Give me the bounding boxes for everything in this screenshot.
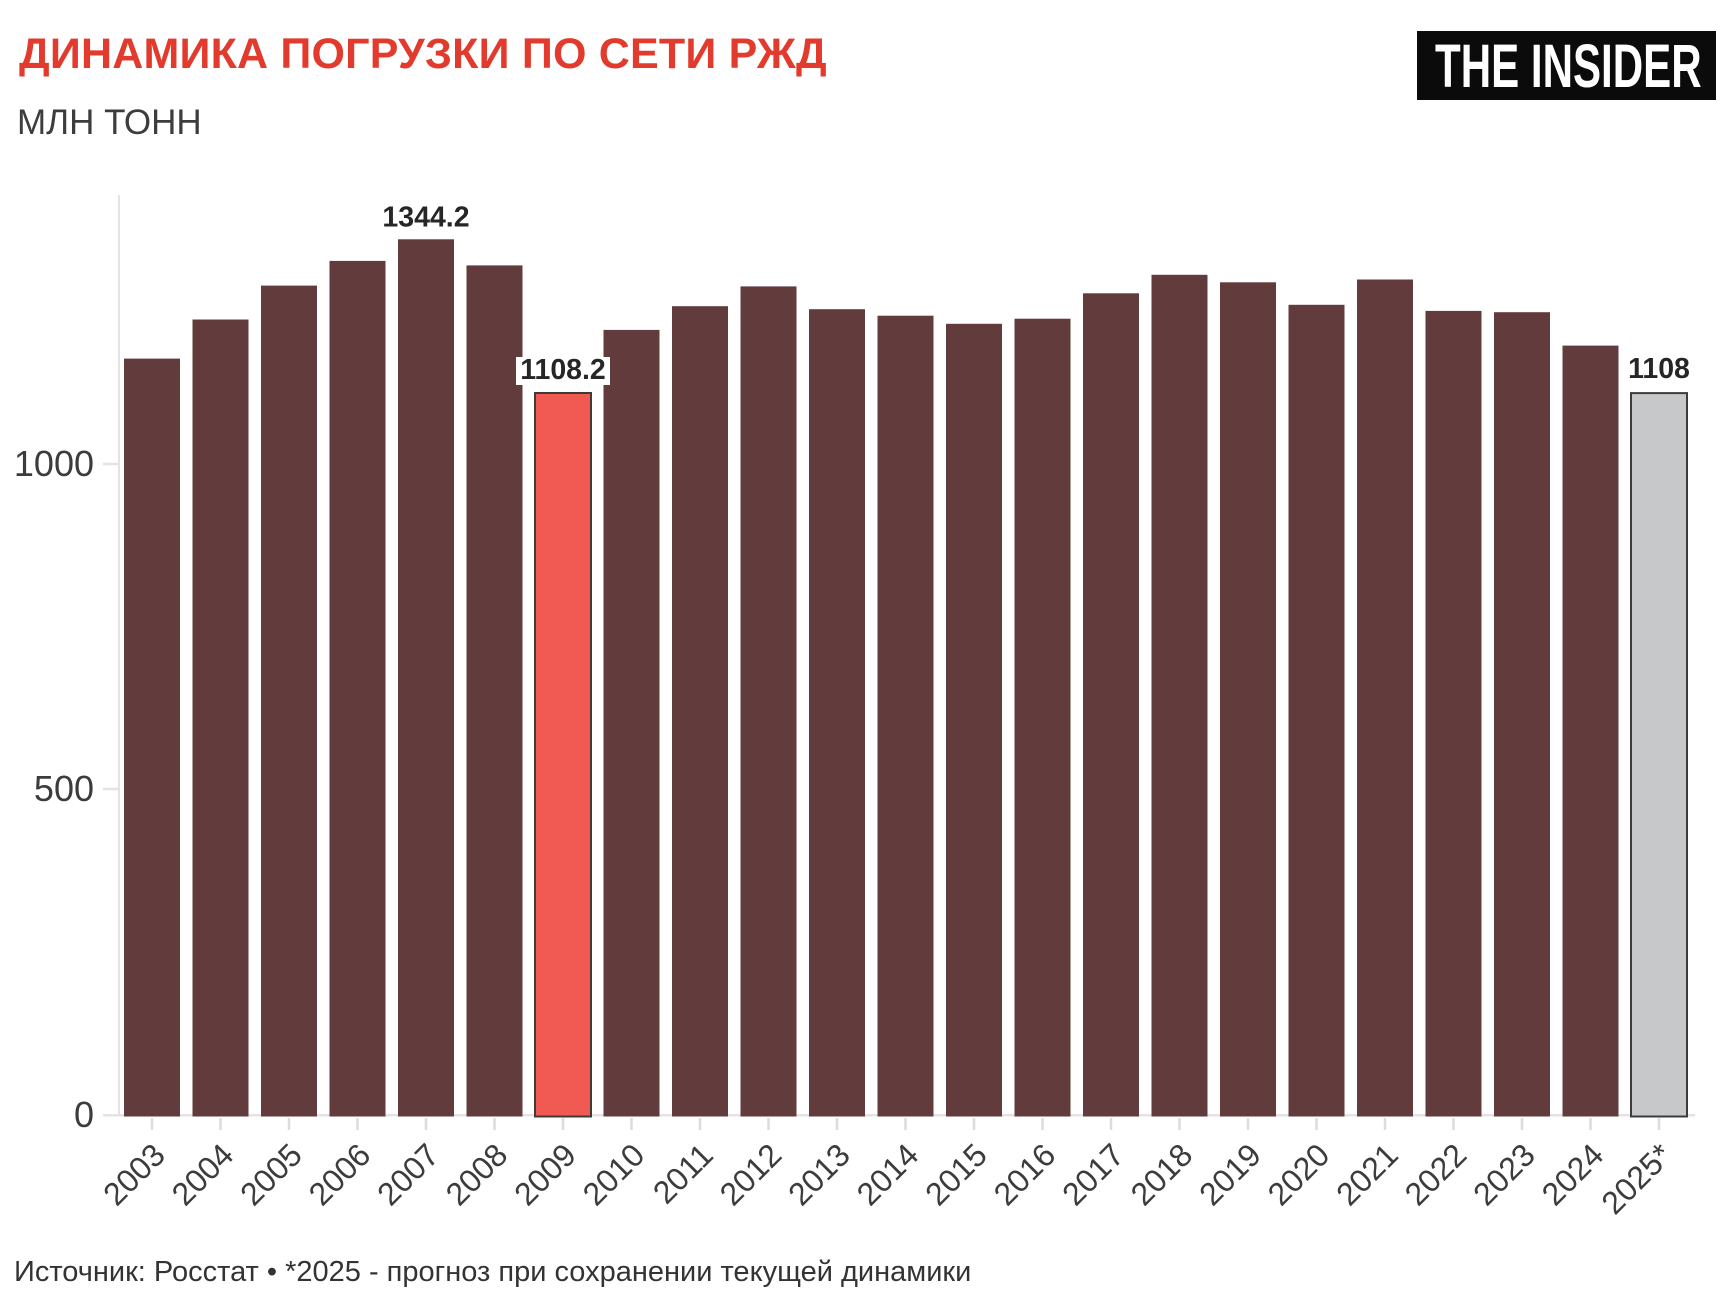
svg-text:2015: 2015 <box>918 1136 994 1212</box>
svg-text:2023: 2023 <box>1466 1136 1542 1212</box>
svg-text:1000: 1000 <box>14 443 94 484</box>
svg-text:2007: 2007 <box>370 1136 446 1212</box>
svg-text:2004: 2004 <box>165 1136 241 1212</box>
svg-text:1108: 1108 <box>1628 353 1690 385</box>
svg-text:500: 500 <box>34 768 94 809</box>
svg-text:1344.2: 1344.2 <box>382 201 469 233</box>
svg-text:2014: 2014 <box>850 1136 926 1212</box>
svg-text:2005: 2005 <box>233 1136 309 1212</box>
svg-text:2018: 2018 <box>1124 1136 1200 1212</box>
svg-text:2009: 2009 <box>507 1136 583 1212</box>
svg-text:2021: 2021 <box>1329 1136 1405 1212</box>
svg-text:2019: 2019 <box>1192 1136 1268 1212</box>
svg-text:2006: 2006 <box>302 1136 378 1212</box>
svg-text:2025*: 2025* <box>1594 1136 1679 1221</box>
svg-text:2011: 2011 <box>646 1136 720 1210</box>
svg-text:2013: 2013 <box>781 1136 857 1212</box>
svg-text:2010: 2010 <box>576 1136 652 1212</box>
svg-text:2020: 2020 <box>1261 1136 1337 1212</box>
svg-text:2012: 2012 <box>713 1136 789 1212</box>
svg-text:2017: 2017 <box>1055 1136 1131 1212</box>
svg-text:1108.2: 1108.2 <box>520 354 606 386</box>
svg-text:2016: 2016 <box>987 1136 1063 1212</box>
svg-text:2003: 2003 <box>96 1136 172 1212</box>
svg-text:2022: 2022 <box>1398 1136 1474 1212</box>
svg-text:2008: 2008 <box>439 1136 515 1212</box>
svg-text:0: 0 <box>74 1094 94 1135</box>
